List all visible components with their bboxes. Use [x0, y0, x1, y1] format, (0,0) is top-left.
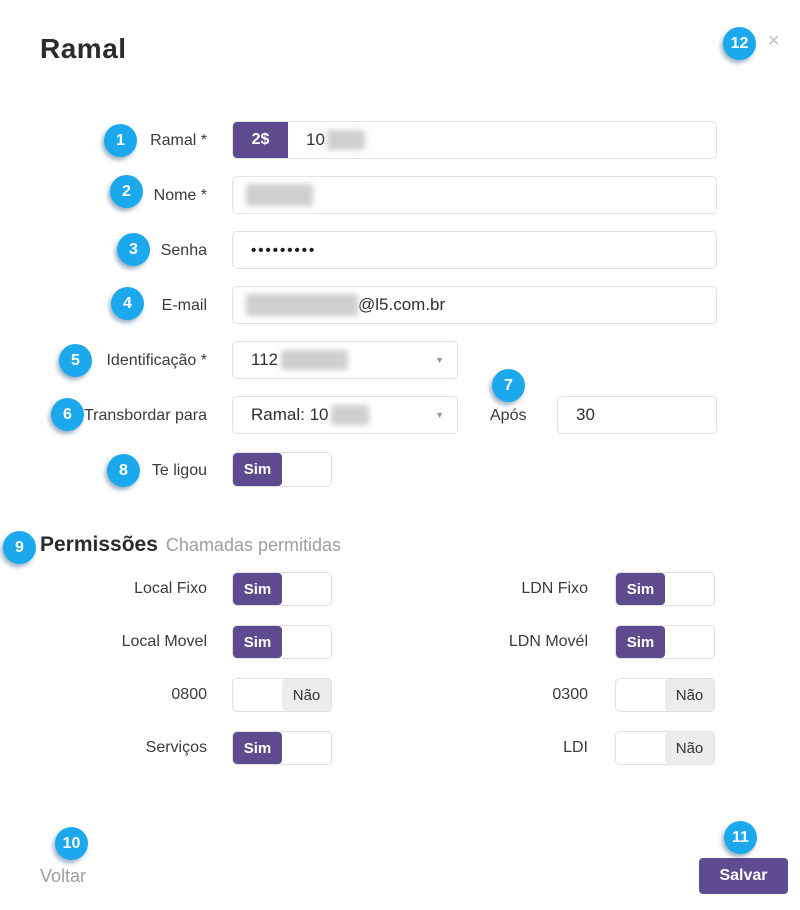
- email-domain: @l5.com.br: [358, 295, 446, 314]
- annotation-badge-9: 9: [3, 531, 36, 564]
- toggle-off-side: [282, 626, 331, 658]
- ldi-label: LDI: [563, 739, 588, 756]
- page-title: Ramal: [40, 33, 127, 64]
- transbordar-select[interactable]: Ramal: 10 ▼: [232, 396, 458, 434]
- annotation-badge-7: 7: [492, 369, 525, 402]
- annotation-badge-10: 10: [55, 827, 88, 860]
- identificacao-label: Identificação *: [106, 352, 207, 369]
- annotation-badge-2: 2: [110, 175, 143, 208]
- local-movel-toggle[interactable]: Sim: [232, 625, 332, 659]
- local-fixo-toggle[interactable]: Sim: [232, 572, 332, 606]
- annotation-badge-11: 11: [724, 821, 757, 854]
- save-button[interactable]: Salvar: [699, 858, 788, 894]
- senha-input[interactable]: •••••••••: [232, 231, 717, 269]
- toggle-off-side: [665, 626, 714, 658]
- toggle-on-label: Sim: [233, 573, 282, 605]
- annotation-badge-12: 12: [723, 27, 756, 60]
- local-fixo-label: Local Fixo: [134, 580, 207, 597]
- te-ligou-toggle[interactable]: Sim: [232, 452, 332, 487]
- servicos-toggle[interactable]: Sim: [232, 731, 332, 765]
- annotation-badge-8: 8: [107, 454, 140, 487]
- toggle-on-label: Sim: [233, 732, 282, 764]
- t0300-toggle[interactable]: Não: [615, 678, 715, 712]
- annotation-badge-6: 6: [51, 398, 84, 431]
- toggle-off-side: [282, 453, 331, 486]
- ldn-movel-label: LDN Movél: [508, 633, 588, 650]
- ldn-movel-toggle[interactable]: Sim: [615, 625, 715, 659]
- toggle-on-label: Sim: [233, 626, 282, 658]
- transbordar-label: Transbordar para: [83, 407, 207, 424]
- local-movel-label: Local Movel: [121, 633, 207, 650]
- te-ligou-label: Te ligou: [151, 462, 207, 479]
- senha-masked-value: •••••••••: [251, 241, 317, 259]
- servicos-label: Serviços: [145, 739, 207, 756]
- apos-label: Após: [490, 407, 527, 424]
- t0300-label: 0300: [552, 686, 588, 703]
- ldn-fixo-label: LDN Fixo: [521, 580, 588, 597]
- toggle-off-label: Não: [665, 732, 714, 764]
- annotation-badge-1: 1: [104, 124, 137, 157]
- toggle-on-label: Sim: [616, 573, 665, 605]
- t0800-toggle[interactable]: Não: [232, 678, 332, 712]
- toggle-off-side: [282, 573, 331, 605]
- toggle-on-label: Sim: [233, 453, 282, 486]
- redacted-identificacao: [281, 350, 349, 370]
- redacted-nome-value: [246, 184, 313, 206]
- senha-label: Senha: [160, 242, 207, 259]
- toggle-on-side: [616, 679, 665, 711]
- ramal-input[interactable]: 2$ 10: [232, 121, 717, 159]
- ramal-label: Ramal *: [150, 132, 207, 149]
- apos-value: 30: [576, 405, 595, 424]
- nome-input[interactable]: [232, 176, 717, 214]
- transbordar-value: Ramal: 10: [251, 405, 329, 424]
- t0800-label: 0800: [171, 686, 207, 703]
- permissions-title: Permissões: [40, 533, 158, 556]
- back-link[interactable]: Voltar: [40, 866, 87, 886]
- toggle-off-side: [665, 573, 714, 605]
- toggle-on-side: [233, 679, 282, 711]
- annotation-badge-4: 4: [111, 287, 144, 320]
- annotation-badge-5: 5: [59, 344, 92, 377]
- ldn-fixo-toggle[interactable]: Sim: [615, 572, 715, 606]
- annotation-badge-3: 3: [117, 233, 150, 266]
- toggle-on-label: Sim: [616, 626, 665, 658]
- toggle-off-label: Não: [665, 679, 714, 711]
- redacted-transbordar: [331, 405, 370, 425]
- email-input[interactable]: @l5.com.br: [232, 286, 717, 324]
- chevron-down-icon: ▼: [435, 355, 444, 365]
- identificacao-value: 112: [251, 350, 279, 369]
- permissions-subtitle: Chamadas permitidas: [165, 535, 341, 555]
- ramal-prefix: 2$: [233, 122, 288, 158]
- toggle-off-side: [282, 732, 331, 764]
- identificacao-select[interactable]: 112 ▼: [232, 341, 458, 379]
- ldi-toggle[interactable]: Não: [615, 731, 715, 765]
- toggle-on-side: [616, 732, 665, 764]
- redacted-email-user: [246, 294, 358, 316]
- close-icon[interactable]: ✕: [767, 33, 781, 50]
- email-label: E-mail: [161, 297, 207, 314]
- chevron-down-icon: ▼: [435, 410, 444, 420]
- nome-label: Nome *: [153, 187, 207, 204]
- permissions-heading: Permissões Chamadas permitidas: [40, 533, 341, 557]
- toggle-off-label: Não: [282, 679, 331, 711]
- redacted-ramal-value: [326, 130, 365, 150]
- ramal-value: 10: [306, 130, 325, 149]
- apos-input[interactable]: 30: [557, 396, 717, 434]
